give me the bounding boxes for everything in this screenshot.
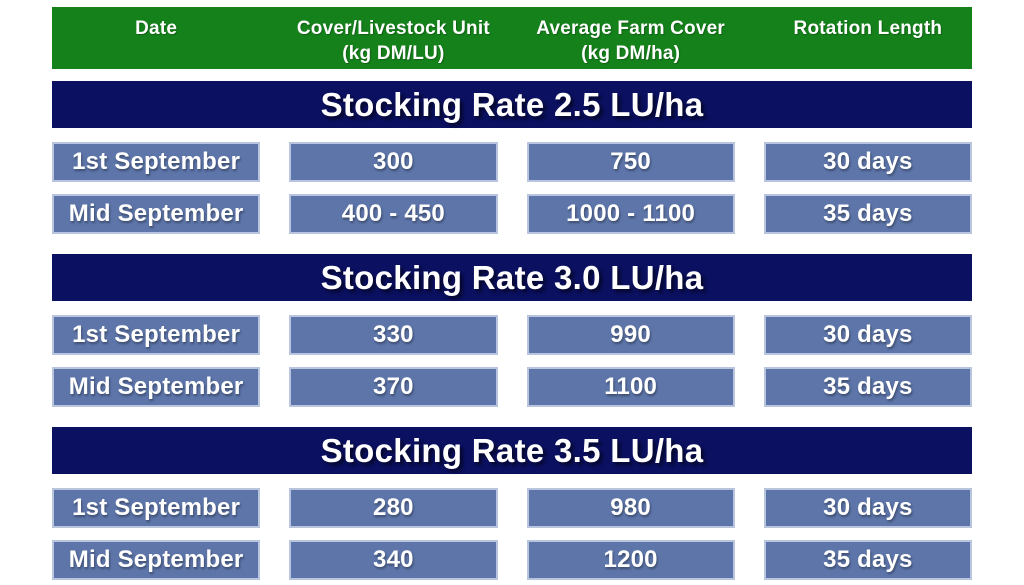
section-stocking-rate-3-5: Stocking Rate 3.5 LU/ha 1st September 28…: [52, 427, 972, 580]
cell-date: 1st September: [52, 488, 261, 528]
table-row: Mid September 340 1200 35 days: [52, 540, 972, 580]
column-header-sublabel: (kg DM/LU): [342, 43, 445, 64]
column-header-label: Rotation Length: [793, 18, 943, 39]
section-title: Stocking Rate 3.5 LU/ha: [320, 431, 704, 469]
cell-cover-per-lu: 370: [289, 367, 498, 407]
column-header-rotation-length: Rotation Length: [764, 16, 972, 69]
table-row: Mid September 400 - 450 1000 - 1100 35 d…: [52, 194, 972, 234]
cell-cover-per-lu: 300: [289, 142, 498, 182]
cell-avg-farm-cover: 1100: [526, 367, 735, 407]
section-title-bar: Stocking Rate 3.5 LU/ha: [52, 427, 972, 474]
cell-date: Mid September: [52, 367, 261, 407]
column-header-cover-per-lu: Cover/Livestock Unit (kg DM/LU): [289, 16, 497, 69]
cell-avg-farm-cover: 750: [526, 142, 735, 182]
cell-date: Mid September: [52, 540, 261, 580]
section-title-bar: Stocking Rate 3.0 LU/ha: [52, 254, 972, 301]
cell-avg-farm-cover: 1000 - 1100: [526, 194, 735, 234]
section-stocking-rate-2-5: Stocking Rate 2.5 LU/ha 1st September 30…: [52, 81, 972, 234]
cell-avg-farm-cover: 1200: [526, 540, 735, 580]
cell-rotation-length: 35 days: [763, 194, 972, 234]
cell-cover-per-lu: 400 - 450: [289, 194, 498, 234]
column-header-avg-farm-cover: Average Farm Cover (kg DM/ha): [527, 16, 735, 69]
cell-cover-per-lu: 280: [289, 488, 498, 528]
cell-date: 1st September: [52, 142, 261, 182]
section-title-bar: Stocking Rate 2.5 LU/ha: [52, 81, 972, 128]
column-header-date: Date: [52, 16, 260, 69]
cell-rotation-length: 30 days: [763, 315, 972, 355]
cell-rotation-length: 30 days: [763, 488, 972, 528]
table-row: 1st September 300 750 30 days: [52, 142, 972, 182]
cell-avg-farm-cover: 990: [526, 315, 735, 355]
section-stocking-rate-3-0: Stocking Rate 3.0 LU/ha 1st September 33…: [52, 254, 972, 407]
section-title: Stocking Rate 2.5 LU/ha: [320, 85, 704, 123]
column-header-label: Cover/Livestock Unit: [296, 18, 490, 39]
cell-rotation-length: 30 days: [763, 142, 972, 182]
column-header-sublabel: (kg DM/ha): [581, 43, 681, 64]
table-row: 1st September 280 980 30 days: [52, 488, 972, 528]
cell-date: 1st September: [52, 315, 261, 355]
cell-cover-per-lu: 330: [289, 315, 498, 355]
cell-rotation-length: 35 days: [763, 367, 972, 407]
column-header-row: Date Cover/Livestock Unit (kg DM/LU) Ave…: [52, 7, 972, 69]
cell-date: Mid September: [52, 194, 261, 234]
cell-cover-per-lu: 340: [289, 540, 498, 580]
cell-rotation-length: 35 days: [763, 540, 972, 580]
table-row: Mid September 370 1100 35 days: [52, 367, 972, 407]
column-header-label: Average Farm Cover: [536, 18, 725, 39]
cell-avg-farm-cover: 980: [526, 488, 735, 528]
column-header-label: Date: [135, 18, 178, 39]
table-row: 1st September 330 990 30 days: [52, 315, 972, 355]
section-title: Stocking Rate 3.0 LU/ha: [320, 258, 704, 296]
